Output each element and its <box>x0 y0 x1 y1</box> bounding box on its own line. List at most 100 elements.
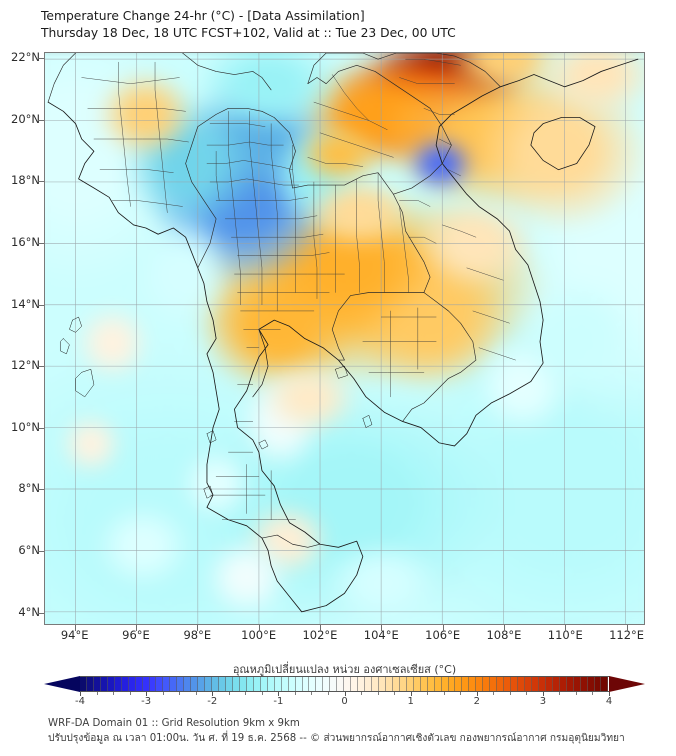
colorbar-segment <box>559 677 567 691</box>
colorbar-tick-mark <box>509 692 511 695</box>
colorbar-segment <box>205 677 213 691</box>
colorbar-segment <box>351 677 359 691</box>
colorbar-segment <box>323 677 331 691</box>
latitude-tick-label: 12°N <box>11 358 40 373</box>
colorbar-segment <box>566 677 574 691</box>
longitude-tick-mark <box>258 625 260 631</box>
longitude-tick-label: 100°E <box>241 628 277 642</box>
map-gridlines <box>45 53 644 624</box>
colorbar-segment <box>93 677 101 691</box>
colorbar-segment <box>281 677 289 691</box>
latitude-tick-label: 8°N <box>18 481 40 496</box>
colorbar-segment <box>309 677 317 691</box>
colorbar-segment <box>226 677 233 691</box>
longitude-tick-mark <box>197 625 199 631</box>
colorbar-segment <box>601 677 609 691</box>
colorbar-segment <box>420 677 428 691</box>
colorbar-tick-mark <box>245 692 247 695</box>
colorbar-tick-mark <box>212 692 214 696</box>
latitude-tick-label: 18°N <box>11 173 40 188</box>
colorbar-tick-mark <box>261 692 263 695</box>
colorbar-segment <box>344 677 352 691</box>
colorbar-tick-label: -2 <box>207 696 218 707</box>
latitude-tick-mark <box>38 181 44 183</box>
colorbar-tick-label: 0 <box>341 696 348 707</box>
colorbar-extend-high-icon <box>609 676 645 692</box>
colorbar-segment <box>413 677 421 691</box>
colorbar-segment <box>587 677 595 691</box>
colorbar-tick-mark <box>460 692 462 695</box>
colorbar-tick-mark <box>228 692 230 695</box>
colorbar-segment <box>184 677 192 691</box>
colorbar-segment <box>163 677 171 691</box>
colorbar-tick-mark <box>410 692 412 696</box>
colorbar-segment <box>86 677 94 691</box>
colorbar-segment <box>128 677 136 691</box>
colorbar-tick-label: 1 <box>407 696 414 707</box>
colorbar-tick-label: -4 <box>75 696 85 707</box>
colorbar-tick-mark <box>476 692 478 696</box>
colorbar-segment <box>288 677 296 691</box>
colorbar-segment <box>274 677 282 691</box>
latitude-tick-mark <box>38 119 44 121</box>
longitude-tick-mark <box>565 625 567 631</box>
colorbar-segment <box>142 677 150 691</box>
colorbar-segment <box>260 677 268 691</box>
colorbar-segment <box>253 677 261 691</box>
colorbar-segment <box>198 677 206 691</box>
latitude-tick-mark <box>38 304 44 306</box>
longitude-tick-mark <box>135 625 137 631</box>
latitude-tick-mark <box>38 58 44 60</box>
latitude-tick-mark <box>38 366 44 368</box>
colorbar-tick-mark <box>80 692 81 696</box>
longitude-tick-label: 98°E <box>183 628 212 642</box>
colorbar-segment <box>358 677 366 691</box>
colorbar-segment <box>434 677 442 691</box>
longitude-tick-label: 108°E <box>486 628 522 642</box>
latitude-tick-label: 22°N <box>11 50 40 65</box>
colorbar-segment <box>378 677 386 691</box>
colorbar-segment <box>399 677 407 691</box>
colorbar-tick-mark <box>493 692 495 695</box>
colorbar-segment <box>504 677 512 691</box>
colorbar-tick-mark <box>278 692 280 696</box>
colorbar-segment <box>295 677 303 691</box>
footer-block: WRF-DA Domain 01 :: Grid Resolution 9km … <box>48 716 648 746</box>
colorbar-segment <box>232 677 240 691</box>
colorbar-segment <box>107 677 115 691</box>
footer-credit: ปรับปรุงข้อมูล ณ เวลา 01:00น. วัน ศ. ที่… <box>48 733 625 744</box>
latitude-tick-mark <box>38 612 44 614</box>
colorbar-tick-mark <box>344 692 346 696</box>
colorbar: อุณหภูมิเปลี่ยนแปลง หน่วย องศาเซลเซียส (… <box>44 660 645 708</box>
colorbar-tick-mark <box>427 692 429 695</box>
colorbar-tick-mark <box>559 692 561 695</box>
chart-title-block: Temperature Change 24-hr (°C) - [Data As… <box>41 8 641 42</box>
colorbar-segment <box>525 677 532 691</box>
colorbar-segment <box>149 677 157 691</box>
longitude-tick-label: 96°E <box>122 628 150 642</box>
longitude-tick-label: 112°E <box>609 628 645 642</box>
longitude-tick-label: 94°E <box>60 628 89 642</box>
colorbar-segment <box>476 677 484 691</box>
latitude-tick-label: 20°N <box>11 111 40 126</box>
colorbar-segment <box>511 677 519 691</box>
colorbar-segment <box>121 677 129 691</box>
latitude-tick-mark <box>38 489 44 491</box>
latitude-tick-label: 16°N <box>11 235 40 249</box>
colorbar-segment <box>191 677 199 691</box>
colorbar-tick-mark <box>113 692 115 695</box>
colorbar-tick-mark <box>195 692 197 695</box>
field-smoothing-layer <box>45 53 644 624</box>
colorbar-segment <box>212 677 220 691</box>
latitude-tick-label: 6°N <box>18 543 40 558</box>
colorbar-tick-mark <box>179 692 181 695</box>
colorbar-segment <box>330 677 338 691</box>
colorbar-tick-mark <box>575 692 577 695</box>
colorbar-segment <box>385 677 393 691</box>
coastline-and-border-overlay <box>47 53 639 613</box>
colorbar-tick-mark <box>377 692 379 695</box>
colorbar-segment <box>469 677 477 691</box>
colorbar-segment <box>365 677 373 691</box>
page-subtitle: Thursday 18 Dec, 18 UTC FCST+102, Valid … <box>41 26 456 40</box>
map-plot-area[interactable] <box>44 52 645 625</box>
